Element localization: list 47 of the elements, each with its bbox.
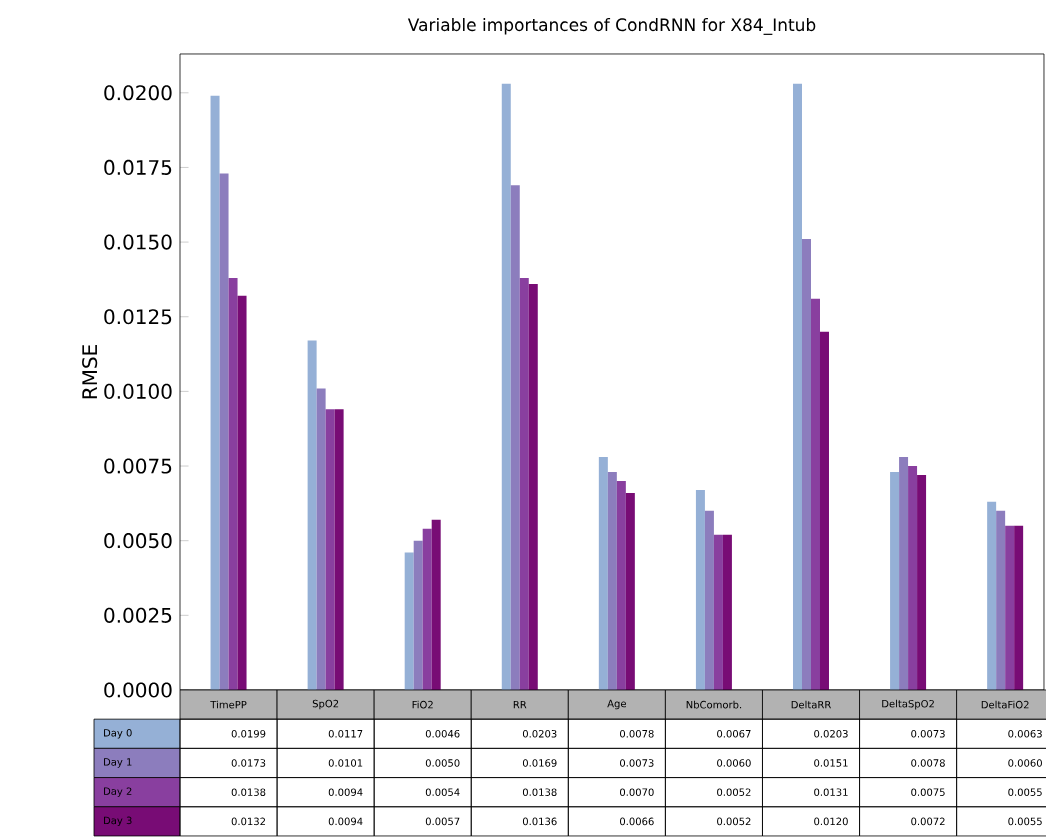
bar bbox=[917, 474, 927, 690]
y-tick-label: 0.0175 bbox=[104, 159, 172, 176]
bar bbox=[1005, 525, 1015, 690]
bar bbox=[625, 492, 635, 690]
bar bbox=[501, 83, 511, 690]
y-axis-title: RMSE bbox=[82, 345, 98, 399]
bar bbox=[722, 534, 732, 690]
bar bbox=[510, 185, 520, 690]
y-tick-label: 0.0200 bbox=[104, 85, 172, 101]
bar bbox=[334, 409, 344, 690]
bar bbox=[811, 298, 820, 690]
bar bbox=[219, 173, 229, 690]
y-tick-label: 0.0050 bbox=[104, 533, 172, 549]
y-tick-label: 0.0075 bbox=[104, 458, 172, 474]
bar bbox=[422, 528, 432, 690]
y-tick-label: 0.0100 bbox=[104, 383, 172, 399]
bar bbox=[237, 295, 247, 690]
bar bbox=[431, 519, 441, 690]
bar bbox=[908, 466, 918, 690]
bar bbox=[801, 239, 811, 690]
bar bbox=[899, 457, 909, 690]
y-tick-label: 0.0150 bbox=[104, 234, 172, 250]
bar bbox=[598, 457, 608, 690]
bar bbox=[519, 277, 529, 690]
bar bbox=[704, 510, 714, 690]
bar bbox=[695, 489, 705, 690]
bar bbox=[890, 472, 900, 690]
bar bbox=[413, 540, 423, 690]
bar bbox=[528, 283, 538, 690]
y-tick-label: 0.0125 bbox=[104, 309, 172, 325]
bar bbox=[1014, 525, 1024, 690]
y-tick-label: 0.0000 bbox=[104, 682, 172, 698]
y-tick-label: 0.0025 bbox=[104, 607, 172, 623]
bar bbox=[307, 340, 317, 690]
bar bbox=[713, 534, 723, 690]
chart-title: Variable importances of CondRNN for X84_Intub bbox=[407, 17, 816, 35]
bar bbox=[210, 95, 220, 690]
bar bbox=[325, 409, 335, 690]
bar bbox=[607, 472, 617, 690]
bar bbox=[820, 331, 829, 690]
bar bbox=[404, 552, 414, 690]
bar bbox=[316, 388, 326, 690]
bar bbox=[792, 83, 802, 690]
bar bbox=[616, 480, 626, 690]
bar bbox=[996, 510, 1006, 690]
bar bbox=[228, 277, 238, 690]
bar bbox=[987, 501, 997, 690]
